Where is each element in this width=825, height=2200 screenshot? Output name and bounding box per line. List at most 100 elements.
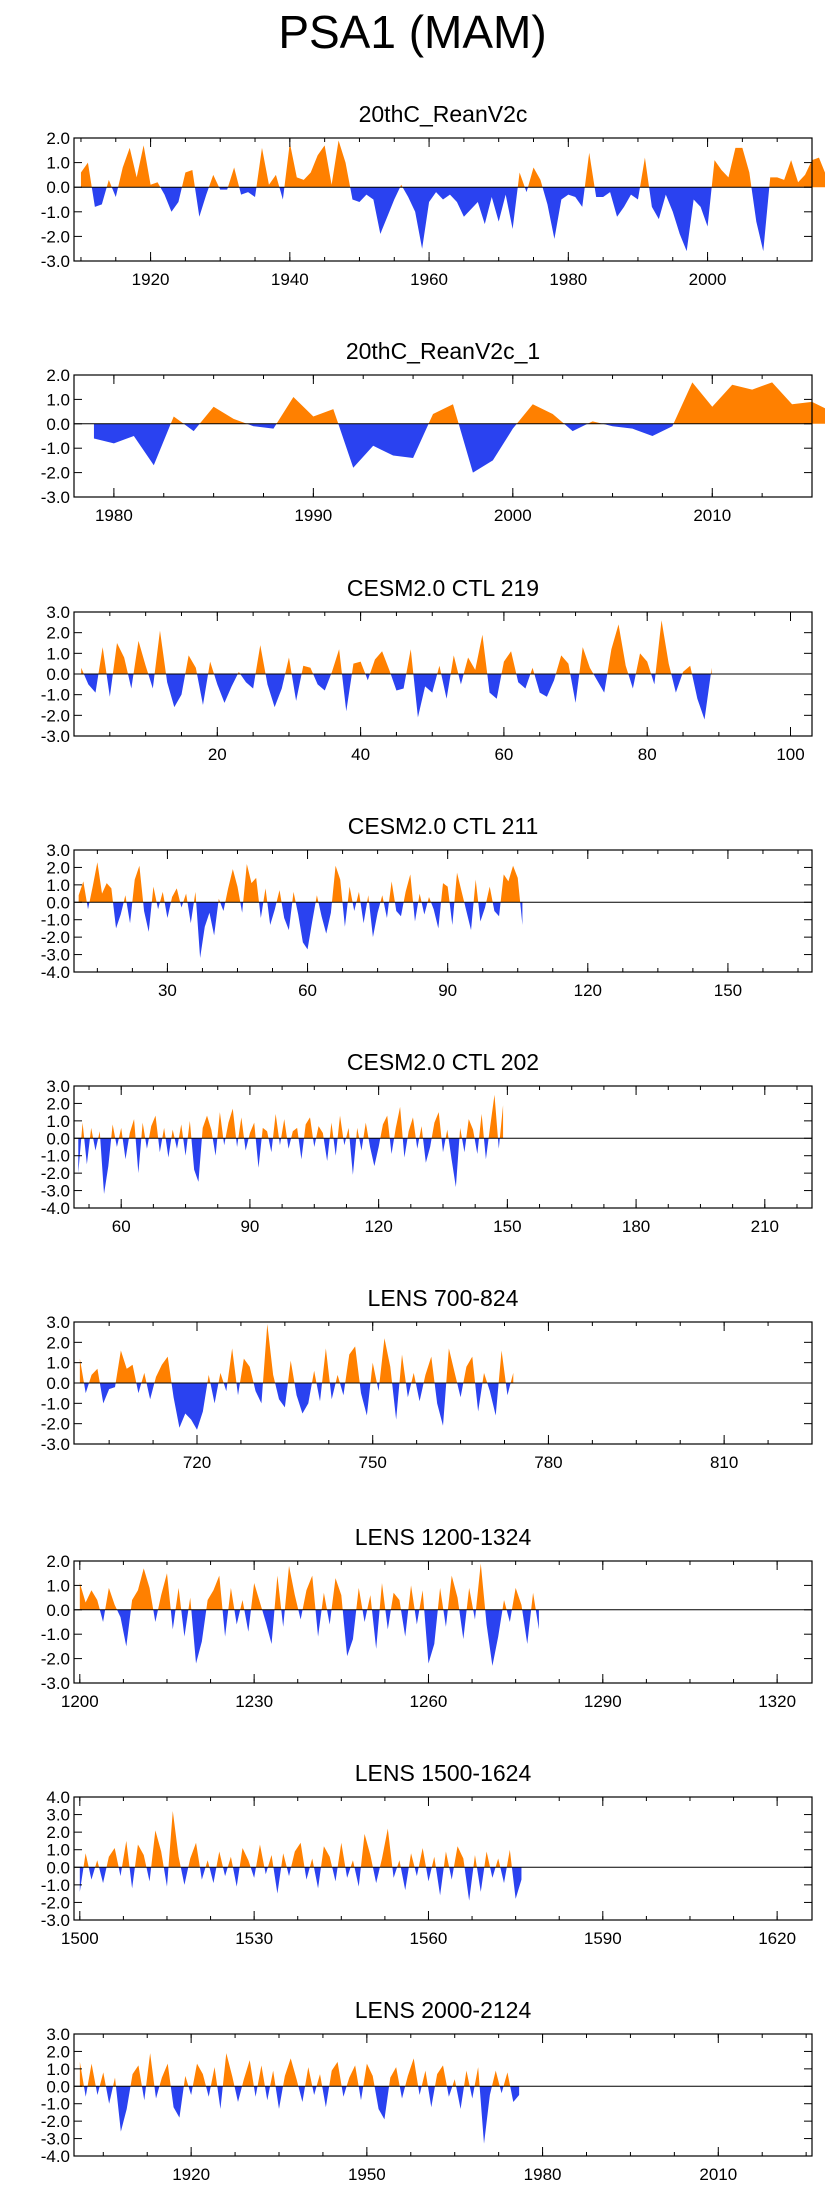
y-tick-label: -3.0	[41, 488, 70, 507]
y-tick-label: 0.0	[46, 893, 70, 912]
y-tick-label: 2.0	[46, 2042, 70, 2061]
chart-panel: CESM2.0 CTL 211 3.02.01.00.0-1.0-2.0-3.0-…	[41, 813, 813, 1000]
x-tick-label: 2000	[689, 270, 727, 289]
plot-frame	[73, 1560, 813, 1684]
y-tick-label: -3.0	[41, 1182, 70, 1201]
positive-area	[79, 1811, 522, 1868]
y-tick-label: 2.0	[46, 1552, 70, 1571]
x-tick-label: 210	[751, 1217, 779, 1236]
x-tick-label: 1290	[584, 1692, 622, 1711]
y-tick-label: -1.0	[41, 2095, 70, 2114]
chart-panel: LENS 1500-1624 4.03.02.01.00.0-1.0-2.0-3.…	[41, 1760, 813, 1948]
x-tick-label: 120	[574, 981, 602, 1000]
x-tick-label: 1950	[348, 2165, 386, 2184]
y-tick-label: 0.0	[46, 1129, 70, 1148]
panel-title: CESM2.0 CTL 219	[347, 575, 539, 601]
x-tick-label: 100	[776, 745, 804, 764]
y-tick-label: -2.0	[41, 706, 70, 725]
x-tick-label: 180	[622, 1217, 650, 1236]
panel-title: LENS 700-824	[368, 1285, 519, 1311]
x-tick-label: 1560	[410, 1929, 448, 1948]
x-tick-label: 2010	[699, 2165, 737, 2184]
x-tick-label: 1980	[95, 506, 133, 525]
y-tick-label: -1.0	[41, 911, 70, 930]
y-tick-label: 0.0	[46, 178, 70, 197]
negative-area	[79, 1867, 522, 1901]
y-tick-label: 2.0	[46, 1094, 70, 1113]
x-tick-label: 1940	[271, 270, 309, 289]
y-tick-label: 1.0	[46, 154, 70, 173]
y-tick-label: -3.0	[41, 1435, 70, 1454]
panel-title: LENS 1200-1324	[355, 1524, 532, 1550]
negative-area	[78, 902, 523, 959]
x-tick-label: 1260	[410, 1692, 448, 1711]
chart-panel: CESM2.0 CTL 219 3.0 2.01.0 0.0 -1.0-2.0 -3.0 2…	[41, 575, 813, 764]
y-tick-label: 0.0	[46, 1374, 70, 1393]
y-tick-label: 2.0	[46, 858, 70, 877]
y-tick-label: 0.0	[46, 415, 70, 434]
y-tick-label: -3.0	[41, 1674, 70, 1693]
y-tick-label: -4.0	[41, 1199, 70, 1218]
y-tick-label: -2.0	[41, 1164, 70, 1183]
y-tick-label: 3.0	[46, 841, 70, 860]
x-tick-label: 1500	[61, 1929, 99, 1948]
y-tick-label: 3.0	[46, 1313, 70, 1332]
x-tick-label: 810	[710, 1453, 738, 1472]
panel-title: CESM2.0 CTL 211	[348, 813, 538, 839]
y-tick-label: 2.0	[46, 624, 70, 643]
y-tick-label: 1.0	[46, 644, 70, 663]
x-tick-label: 60	[298, 981, 317, 1000]
panel-title: 20thC_ReanV2c	[359, 101, 528, 127]
y-tick-label: 3.0	[46, 603, 70, 622]
x-tick-label: 1530	[235, 1929, 273, 1948]
plot-frame	[73, 1796, 813, 1921]
positive-area	[79, 1324, 514, 1383]
panel-title: LENS 2000-2124	[355, 1997, 532, 2023]
y-tick-label: -1.0	[41, 439, 70, 458]
negative-area	[79, 2086, 520, 2144]
positive-area	[93, 382, 825, 424]
y-tick-label: -2.0	[41, 2112, 70, 2131]
y-tick-label: -1.0	[41, 203, 70, 222]
y-tick-label: 0.0	[46, 1601, 70, 1620]
chart-panel: 20thC_ReanV2c_1 2.0 1.0 0.0 -1.0 -2.0 -3.0 1980…	[41, 338, 825, 525]
x-tick-label: 1980	[549, 270, 587, 289]
y-tick-label: 1.0	[46, 876, 70, 895]
y-tick-label: -3.0	[41, 727, 70, 746]
positive-area	[80, 140, 825, 188]
negative-area	[81, 674, 712, 720]
y-tick-label: -1.0	[41, 1625, 70, 1644]
x-tick-label: 2000	[494, 506, 532, 525]
plot-frame	[73, 849, 813, 973]
y-tick-label: 0.0	[46, 2077, 70, 2096]
y-tick-label: 1.0	[46, 390, 70, 409]
x-tick-label: 90	[240, 1217, 259, 1236]
plot-frame	[73, 2033, 813, 2157]
x-tick-label: 60	[112, 1217, 131, 1236]
negative-area	[80, 187, 825, 252]
x-tick-label: 80	[638, 745, 657, 764]
negative-area	[79, 1609, 539, 1666]
x-tick-label: 1200	[61, 1692, 99, 1711]
y-tick-label: 1.0	[46, 1841, 70, 1860]
y-tick-label: 3.0	[46, 2025, 70, 2044]
y-tick-label: -2.0	[41, 928, 70, 947]
x-tick-label: 720	[183, 1453, 211, 1472]
x-tick-label: 150	[714, 981, 742, 1000]
y-tick-label: -2.0	[41, 1893, 70, 1912]
y-tick-label: 2.0	[46, 129, 70, 148]
x-tick-label: 1960	[410, 270, 448, 289]
x-tick-label: 1920	[172, 2165, 210, 2184]
y-tick-label: 1.0	[46, 1354, 70, 1373]
y-tick-label: 2.0	[46, 1333, 70, 1352]
y-tick-label: -2.0	[41, 1650, 70, 1669]
negative-area	[79, 1383, 514, 1430]
x-tick-label: 1920	[132, 270, 170, 289]
y-tick-label: -3.0	[41, 1911, 70, 1930]
x-tick-label: 2010	[693, 506, 731, 525]
y-tick-label: 4.0	[46, 1788, 70, 1807]
x-tick-label: 750	[359, 1453, 387, 1472]
y-tick-label: 0.0	[46, 1858, 70, 1877]
